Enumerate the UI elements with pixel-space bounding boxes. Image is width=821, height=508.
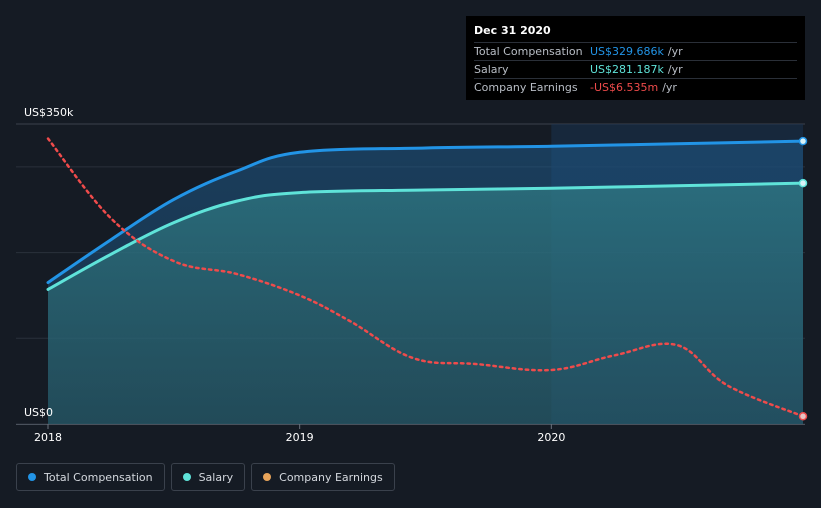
tooltip-value: -US$6.535m [590,81,659,94]
endpoint-salary [798,178,808,188]
tooltip-date: Dec 31 2020 [474,24,551,37]
area-salary [48,183,803,424]
series-areas [48,141,803,424]
line-salary [46,181,805,291]
chart-legend: Total Compensation Salary Company Earnin… [16,463,395,491]
tooltip-value: US$281.187k [590,63,664,76]
legend-total-compensation[interactable]: Total Compensation [16,463,165,491]
tooltip-label: Total Compensation [474,45,583,58]
tooltip-row-company-earnings: Company Earnings -US$6.535m /yr [474,78,797,96]
endpoint-company-earnings [798,412,808,421]
series-lines [46,136,808,421]
y-tick-zero: US$0 [24,406,54,419]
legend-dot-icon [182,473,191,481]
legend-dot-icon [28,473,36,481]
tooltip-label: Salary [474,63,509,76]
line-company-earnings [46,137,805,418]
tooltip-panel: Dec 31 2020 Total Compensation US$329.68… [466,16,805,100]
tooltip-row-total-compensation: Total Compensation US$329.686k /yr [474,42,797,60]
x-tick-label: 2018 [34,431,62,444]
tooltip-unit: /yr [667,63,683,76]
legend-label: Total Compensation [44,470,153,484]
tooltip-row-salary: Salary US$281.187k /yr [474,60,797,78]
x-tick-label: 2019 [286,431,314,444]
tooltip-unit: /yr [667,45,683,58]
legend-company-earnings[interactable]: Company Earnings [251,463,395,491]
legend-salary[interactable]: Salary [170,463,246,491]
compensation-chart: 2018 2019 2020 [16,123,808,444]
line-total-compensation [46,139,805,285]
endpoint-total-compensation [798,136,808,146]
legend-label: Company Earnings [279,470,383,484]
legend-label: Salary [198,470,234,484]
x-axis: 2018 2019 2020 [16,424,805,444]
y-tick-max: US$350k [24,106,74,119]
tooltip-label: Company Earnings [474,81,578,94]
tooltip-unit: /yr [662,81,677,94]
tooltip-value: US$329.686k [590,45,664,58]
x-tick-label: 2020 [537,431,565,444]
legend-dot-icon [263,473,272,481]
